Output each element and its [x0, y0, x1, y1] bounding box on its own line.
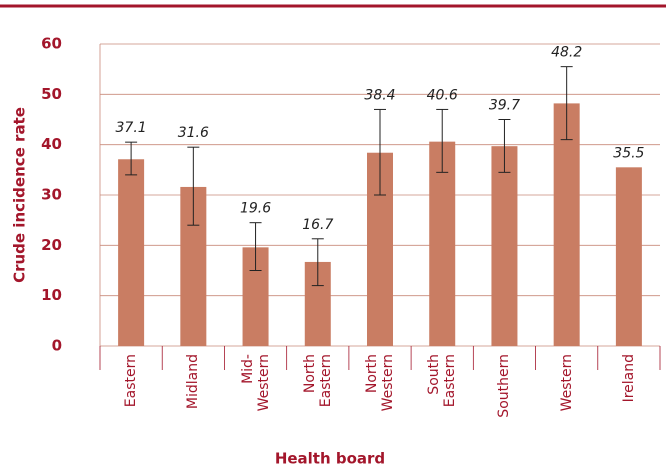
x-tick-label: Western [558, 354, 575, 412]
x-tick-label: North Eastern [301, 354, 334, 408]
x-tick-label: Mid-Western [239, 354, 272, 412]
y-axis-label: Crude incidence rate [11, 107, 29, 283]
y-tick-label: 10 [41, 286, 62, 304]
bar [491, 146, 518, 346]
y-tick-label: 30 [41, 186, 62, 204]
x-axis-label: Health board [275, 450, 385, 468]
y-tick-label: 0 [52, 337, 62, 355]
x-tick-label: Eastern [123, 354, 140, 408]
bar [553, 103, 580, 346]
value-label: 19.6 [240, 201, 271, 217]
bar [429, 141, 456, 346]
value-label: 37.1 [116, 120, 147, 136]
y-tick-label: 20 [41, 236, 62, 254]
value-label: 16.7 [302, 217, 333, 233]
bar [615, 167, 642, 346]
value-label: 39.7 [489, 98, 520, 114]
value-label: 35.5 [613, 145, 644, 161]
x-tick-label: Ireland [620, 354, 637, 403]
y-tick-label: 60 [41, 35, 62, 53]
x-tick-label: South Eastern [426, 354, 459, 408]
y-tick-label: 40 [41, 135, 62, 153]
bar [118, 159, 145, 346]
value-label: 31.6 [178, 125, 209, 141]
y-tick-label: 50 [41, 85, 62, 103]
value-label: 40.6 [427, 87, 458, 103]
value-label: 38.4 [364, 87, 395, 103]
x-tick-label: North Western [364, 354, 396, 412]
x-tick-label: Midland [185, 354, 202, 410]
value-label: 48.2 [551, 45, 582, 61]
x-tick-label: Southern [496, 354, 513, 418]
